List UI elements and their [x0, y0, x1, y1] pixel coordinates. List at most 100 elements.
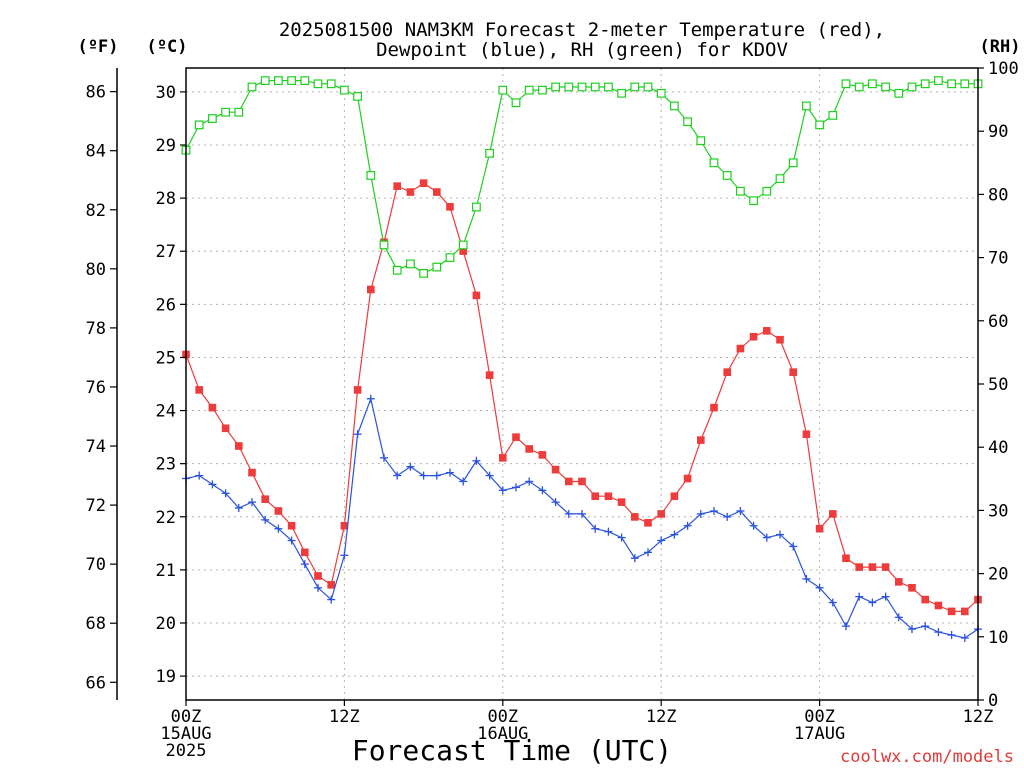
data-point [380, 453, 388, 462]
data-point [260, 76, 270, 86]
data-point [631, 513, 639, 521]
fahrenheit-tick-label: 80 [86, 260, 106, 280]
x-tick-label: 15AUG [160, 724, 211, 744]
data-point [670, 530, 679, 539]
data-point [538, 451, 547, 459]
data-point [353, 92, 362, 101]
data-point [578, 477, 586, 486]
data-point [657, 510, 665, 518]
data-point [313, 79, 323, 89]
data-point [841, 79, 851, 89]
data-point [603, 82, 613, 92]
celsius-tick-label: 30 [156, 83, 176, 103]
data-point [327, 595, 336, 604]
data-point [419, 269, 428, 278]
data-point [419, 179, 428, 187]
data-point [710, 506, 718, 515]
x-tick-label: 16AUG [477, 724, 528, 744]
celsius-tick-label: 22 [156, 508, 176, 528]
data-point [749, 521, 758, 530]
data-point [630, 82, 640, 92]
data-point [300, 560, 309, 569]
data-point [617, 88, 626, 98]
data-point [274, 507, 283, 515]
data-point [789, 368, 797, 376]
data-point [828, 110, 838, 120]
rh-tick-label: 70 [988, 249, 1008, 269]
data-point [907, 82, 917, 92]
data-point [525, 477, 534, 486]
data-point [644, 548, 652, 557]
fahrenheit-axis-unit: (ºF) [78, 37, 119, 57]
data-point [393, 471, 402, 480]
rh-tick-label: 50 [988, 375, 1008, 395]
fahrenheit-tick-label: 76 [86, 378, 106, 398]
data-point [353, 386, 362, 394]
data-point [722, 171, 732, 180]
data-point [867, 79, 877, 89]
data-point [723, 512, 732, 521]
data-point [762, 186, 772, 196]
data-point [855, 592, 864, 601]
data-point [340, 521, 349, 530]
data-point [247, 82, 257, 92]
data-point [564, 509, 573, 518]
series-layer [181, 76, 983, 642]
x-tick-label: 17AUG [794, 724, 845, 744]
data-point [327, 581, 335, 589]
fahrenheit-tick-label: 72 [86, 496, 106, 516]
x-tick-label: 00Z [804, 707, 835, 727]
data-point [894, 613, 903, 622]
data-point [472, 456, 481, 465]
data-point [459, 477, 468, 486]
data-point [459, 247, 467, 255]
data-point [208, 480, 217, 489]
data-point [551, 498, 560, 507]
x-axis-label: Forecast Time (UTC) [352, 734, 672, 767]
data-point [353, 430, 362, 439]
data-point [934, 628, 943, 637]
data-point [920, 79, 930, 89]
data-point [590, 82, 600, 92]
data-point [406, 259, 415, 269]
data-point [393, 182, 401, 190]
data-point [221, 489, 230, 498]
data-point [749, 332, 758, 341]
celsius-tick-label: 19 [156, 667, 176, 687]
data-point [933, 76, 943, 86]
data-point [854, 82, 864, 92]
rh-tick-label: 10 [988, 628, 1008, 648]
series-line-temperature [185, 182, 979, 613]
data-point [537, 85, 547, 95]
data-point [947, 607, 956, 616]
data-point [828, 598, 837, 607]
data-point [802, 574, 811, 583]
fahrenheit-tick-label: 78 [86, 319, 106, 339]
data-point [670, 492, 679, 501]
data-point [379, 240, 389, 250]
x-tick-label: 00Z [487, 707, 518, 727]
data-point [960, 633, 969, 642]
data-point [248, 468, 256, 477]
data-point [921, 622, 930, 631]
data-point [591, 492, 599, 501]
fahrenheit-tick-label: 84 [86, 142, 106, 162]
data-point [921, 595, 929, 604]
rh-tick-label: 20 [988, 565, 1008, 585]
chart-title-line-2: Dewpoint (blue), RH (green) for KDOV [376, 39, 788, 61]
rh-tick-label: 60 [988, 312, 1008, 332]
x-tick-label: 12Z [329, 707, 360, 727]
data-point [842, 622, 850, 631]
fahrenheit-tick-label: 70 [86, 555, 106, 575]
data-point [485, 371, 494, 379]
data-point [775, 174, 785, 184]
data-point [908, 625, 916, 634]
data-point [301, 548, 309, 557]
data-point [366, 394, 375, 403]
data-point [683, 474, 692, 483]
series-temperature [182, 179, 982, 616]
data-point [829, 510, 837, 518]
data-point [458, 240, 468, 250]
data-point [538, 486, 547, 495]
